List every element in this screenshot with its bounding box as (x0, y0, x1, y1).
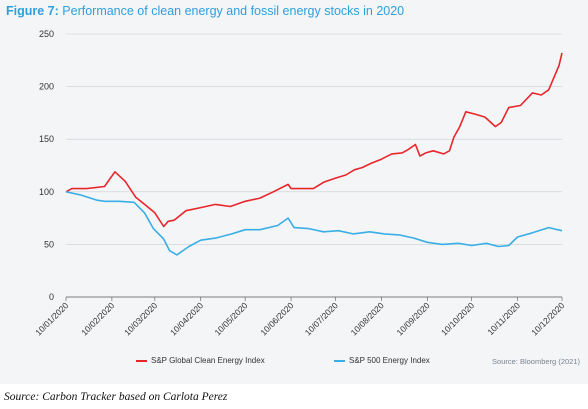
x-tick-label: 10/09/2020 (395, 300, 432, 337)
y-tick-label: 0 (49, 292, 54, 302)
legend-label-clean: S&P Global Clean Energy Index (151, 356, 265, 365)
x-tick-label: 10/08/2020 (349, 300, 386, 337)
x-tick-label: 10/05/2020 (212, 300, 249, 337)
x-tick-label: 10/01/2020 (33, 300, 70, 337)
source-note: Source: Bloomberg (2021) (492, 357, 580, 366)
y-tick-label: 200 (39, 82, 54, 92)
x-tick-label: 10/10/2020 (439, 300, 476, 337)
legend-item-fossil: S&P 500 Energy Index (334, 356, 430, 365)
figure-caption: Performance of clean energy and fossil e… (62, 4, 405, 18)
y-tick-label: 150 (39, 134, 54, 144)
x-tick-label: 10/12/2020 (529, 300, 566, 337)
x-tick-label: 10/03/2020 (122, 300, 159, 337)
gridlines (66, 33, 562, 298)
x-tick-label: 10/06/2020 (258, 300, 295, 337)
chart-title: Figure 7: Performance of clean energy an… (6, 4, 404, 18)
x-axis-ticks: 10/01/2020 10/02/2020 10/03/2020 10/04/2020… (33, 297, 567, 337)
legend-swatch-fossil (334, 359, 345, 362)
x-tick-label: 10/07/2020 (303, 300, 340, 337)
footer-source: Source: Carbon Tracker based on Carlota … (4, 391, 228, 403)
figure-number: Figure 7: (6, 4, 59, 18)
y-tick-label: 50 (44, 239, 54, 249)
x-tick-label: 10/04/2020 (168, 300, 205, 337)
series-line-energy (65, 191, 563, 256)
chart-panel: Figure 7: Performance of clean energy an… (0, 0, 588, 384)
y-tick-label: 100 (39, 187, 54, 197)
series-line-clean-energy (65, 52, 563, 228)
series-lines (65, 52, 563, 256)
y-tick-label: 250 (39, 29, 54, 39)
legend-label-fossil: S&P 500 Energy Index (349, 356, 430, 365)
y-axis-ticks: 0 50 100 150 200 250 (39, 29, 54, 302)
legend-item-clean: S&P Global Clean Energy Index (136, 356, 265, 365)
x-tick-label: 10/11/2020 (485, 300, 522, 337)
x-tick-label: 10/02/2020 (79, 300, 116, 337)
legend-swatch-clean (136, 359, 147, 362)
